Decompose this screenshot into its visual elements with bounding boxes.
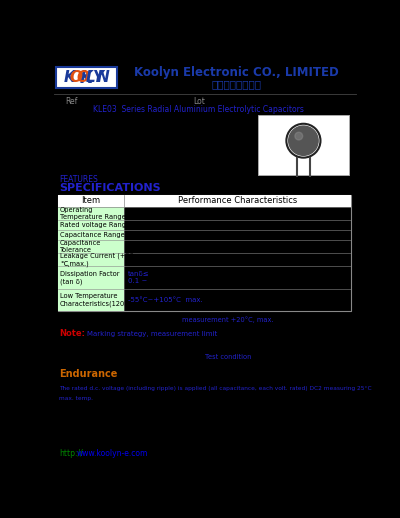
- Text: Koolyn Electronic CO., LIMITED: Koolyn Electronic CO., LIMITED: [134, 66, 338, 79]
- Bar: [58, 290, 124, 311]
- Bar: [58, 266, 124, 290]
- Text: Marking strategy, measurement limit: Marking strategy, measurement limit: [87, 331, 218, 337]
- Bar: [58, 253, 124, 266]
- Text: http://: http://: [59, 449, 83, 458]
- Text: Capacitance Range: Capacitance Range: [60, 232, 125, 238]
- Circle shape: [295, 132, 303, 140]
- Text: Item: Item: [81, 196, 100, 205]
- Bar: [258, 114, 349, 175]
- Text: Y: Y: [92, 70, 103, 85]
- Text: Rated voltage Range: Rated voltage Range: [60, 222, 130, 228]
- Text: SPECIFICATIONS: SPECIFICATIONS: [59, 183, 161, 193]
- Text: 可林电子有限公司: 可林电子有限公司: [211, 79, 261, 89]
- Bar: [58, 240, 124, 253]
- Text: tanδ≤
0.1 ~: tanδ≤ 0.1 ~: [128, 271, 149, 284]
- Text: KLE03  Series Radial Aluminium Electrolytic Capacitors: KLE03 Series Radial Aluminium Electrolyt…: [93, 105, 304, 114]
- Bar: [58, 207, 124, 220]
- Text: Endurance: Endurance: [59, 369, 118, 379]
- Text: Dissipation Factor
(tan δ): Dissipation Factor (tan δ): [60, 271, 120, 284]
- Text: -55°C~+105°C  max.: -55°C~+105°C max.: [128, 297, 202, 303]
- Bar: [58, 230, 124, 240]
- Text: Performance Characteristics: Performance Characteristics: [178, 196, 297, 205]
- Text: O: O: [77, 70, 90, 85]
- Text: www.koolyn-e.com: www.koolyn-e.com: [77, 449, 148, 458]
- Text: Test condition: Test condition: [205, 354, 252, 360]
- Bar: [58, 220, 124, 230]
- Text: FEATURES: FEATURES: [59, 175, 98, 184]
- Text: Operating
Temperature Range: Operating Temperature Range: [60, 207, 126, 220]
- Text: Capacitance
Tolerance: Capacitance Tolerance: [60, 240, 102, 253]
- Text: Ref: Ref: [66, 97, 78, 106]
- Bar: [58, 195, 351, 207]
- Circle shape: [289, 126, 318, 155]
- Text: K: K: [64, 70, 75, 85]
- Text: O: O: [70, 70, 83, 85]
- Text: K: K: [80, 68, 93, 87]
- Text: L: L: [86, 70, 95, 85]
- Text: measurement +20°C, max.: measurement +20°C, max.: [182, 316, 274, 323]
- Text: The rated d.c. voltage (including ripple) is applied (all capacitance, each volt: The rated d.c. voltage (including ripple…: [59, 386, 372, 391]
- Text: max. temp.: max. temp.: [59, 396, 93, 401]
- Bar: [56, 67, 117, 89]
- Text: Leakage Current (+20
℃,max.): Leakage Current (+20 ℃,max.): [60, 253, 134, 267]
- Text: Lot: Lot: [193, 97, 205, 106]
- Bar: [58, 195, 351, 311]
- Text: N: N: [96, 70, 109, 85]
- Text: Low Temperature
Characteristics(120Hz): Low Temperature Characteristics(120Hz): [60, 293, 136, 307]
- Text: Note:: Note:: [59, 329, 85, 338]
